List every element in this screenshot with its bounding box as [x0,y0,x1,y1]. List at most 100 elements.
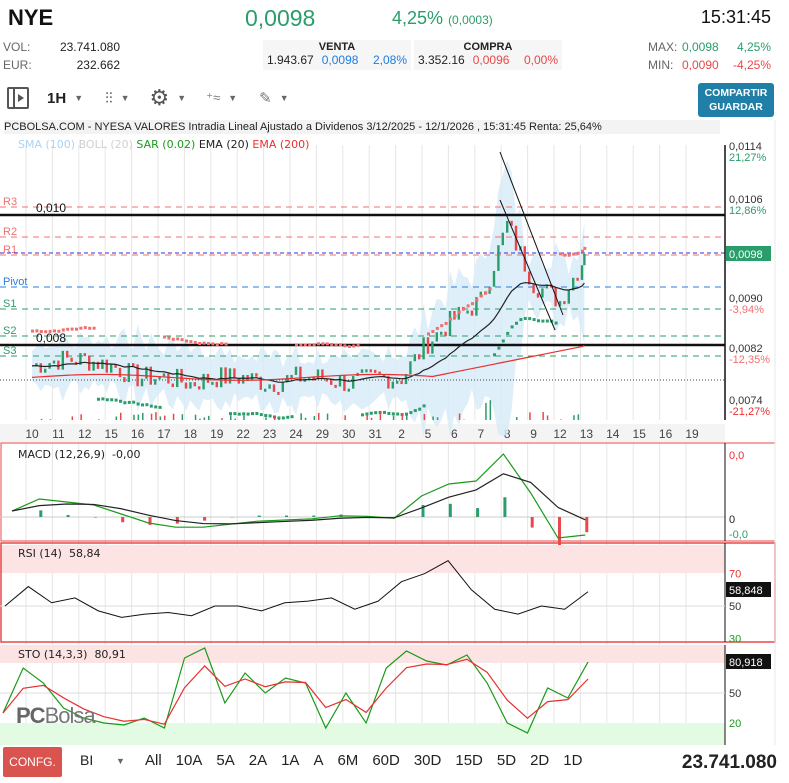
interval-select[interactable]: 1H [47,89,67,107]
sar-dot [242,412,246,416]
date-label: 7 [477,427,484,441]
config-button[interactable]: CONFG. [3,747,62,777]
pivot-level-label: R1 [3,244,17,256]
sar-dot [180,338,184,342]
candle [583,254,586,266]
mode-select[interactable]: BI [80,752,94,768]
range-60d[interactable]: 60D [372,752,400,769]
axis-pct: -12,35% [729,354,770,366]
volume-bar [379,412,382,420]
range-10a[interactable]: 10A [175,752,203,769]
sar-dot [171,337,175,341]
range-5d[interactable]: 5D [496,752,517,769]
date-label: 6 [451,427,458,441]
macd-histogram-bar [448,503,452,517]
volume-total: 23.741.080 [681,752,777,773]
sto-value: 80,91 [94,648,126,661]
share-label[interactable]: COMPARTIR [704,87,768,99]
candle [400,380,403,385]
chart-type-caret-icon[interactable]: ▼ [120,93,130,103]
candle [211,381,214,385]
sar-dot [141,403,144,407]
sar-dot [449,317,452,321]
date-label: 9 [530,427,537,441]
indicators-caret-icon[interactable]: ▼ [228,93,238,103]
candle [506,220,509,233]
gear-icon[interactable]: ⚙ [149,85,170,110]
date-label: 14 [606,427,620,441]
candlestick-icon[interactable]: ⫶⫶ [105,89,113,107]
drawing-caret-icon[interactable]: ▼ [279,93,289,103]
range-1a[interactable]: 1A [281,752,300,769]
candle [184,382,188,389]
venta-box: VENTA 1.943.67 0,0098 2,08% [263,40,411,70]
sar-dot [325,342,329,346]
settings-caret-icon[interactable]: ▼ [177,93,187,103]
candle [281,382,284,392]
range-15d[interactable]: 15D [455,752,483,769]
legend-item: EMA (200) [252,138,310,151]
volume-bar [164,415,166,420]
range-2d[interactable]: 2D [530,752,550,769]
macd-histogram-bar [39,510,43,517]
sar-dot [246,412,250,416]
pivot-level-label: R2 [3,226,17,238]
date-label: 17 [157,427,171,441]
sar-dot [541,319,545,323]
candle [35,363,38,367]
sar-dot [466,304,470,308]
candle [369,369,372,373]
range-1d[interactable]: 1D [563,752,583,769]
date-label: 31 [369,427,383,441]
sar-dot [92,326,96,330]
interval-caret-icon[interactable]: ▼ [74,93,84,103]
volume-bar [366,415,368,420]
sar-dot [330,342,334,346]
range-2a[interactable]: 2A [248,752,268,769]
panel-toggle-icon[interactable] [7,87,29,109]
range-a[interactable]: A [313,752,324,769]
sar-dot [418,407,422,411]
min-value: 0,0090 [682,58,719,72]
sar-dot [523,316,527,320]
sar-dot [352,344,356,348]
sar-dot [576,251,580,255]
range-30d[interactable]: 30D [413,752,442,769]
macd-histogram-bar [203,517,207,521]
sar-dot [383,410,386,414]
drawing-pencil-icon[interactable]: ✎ [259,90,272,107]
mode-caret-icon[interactable]: ▼ [116,756,125,766]
sar-dot [145,403,149,407]
ema200-line [31,345,585,381]
sar-dot [356,343,360,347]
sto-k-line [2,647,589,734]
candle [492,270,496,287]
charts[interactable]: 1011121516171819222324293031256789121314… [0,0,789,745]
volume-bar [546,415,549,420]
range-6m[interactable]: 6M [337,752,359,769]
save-label[interactable]: GUARDAR [709,101,763,113]
share-save-button[interactable]: COMPARTIR GUARDAR [698,83,774,117]
sto-current-badge [726,654,771,669]
candle [374,369,377,373]
candle [501,232,504,246]
volume-bar [516,417,518,420]
candle [413,354,416,362]
volume-bar [181,414,184,420]
candle [44,368,47,373]
macd-axis-label: -0,0 [729,529,748,541]
sar-dot [97,397,100,401]
candle [466,310,469,314]
indicators-icon[interactable]: ⁺≈ [206,90,221,105]
sar-dot [299,343,303,347]
sar-dot [127,400,131,404]
sar-dot [501,339,505,343]
range-all[interactable]: All [145,752,162,769]
volume-bar [234,418,236,420]
sar-dot [185,339,188,343]
volume-bar [265,417,267,420]
sar-dot [312,343,316,347]
date-label: 23 [263,427,277,441]
range-5a[interactable]: 5A [216,752,235,769]
candle [215,381,218,388]
